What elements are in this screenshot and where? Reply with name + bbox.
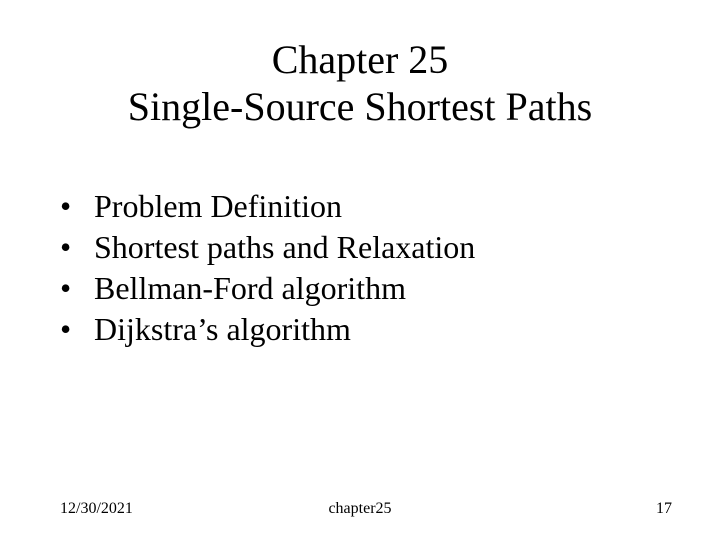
bullet-text: Dijkstra’s algorithm	[94, 309, 351, 350]
list-item: • Dijkstra’s algorithm	[60, 309, 475, 350]
bullet-text: Shortest paths and Relaxation	[94, 227, 475, 268]
title-line-2: Single-Source Shortest Paths	[0, 83, 720, 130]
bullet-icon: •	[60, 227, 94, 268]
list-item: • Problem Definition	[60, 186, 475, 227]
bullet-icon: •	[60, 186, 94, 227]
footer-chapter: chapter25	[0, 500, 720, 518]
bullet-text: Bellman-Ford algorithm	[94, 268, 406, 309]
footer-page-number: 17	[656, 500, 672, 518]
list-item: • Bellman-Ford algorithm	[60, 268, 475, 309]
slide-title: Chapter 25 Single-Source Shortest Paths	[0, 36, 720, 130]
title-line-1: Chapter 25	[0, 36, 720, 83]
bullet-icon: •	[60, 268, 94, 309]
bullet-text: Problem Definition	[94, 186, 342, 227]
bullet-icon: •	[60, 309, 94, 350]
bullet-list: • Problem Definition • Shortest paths an…	[60, 186, 475, 350]
slide: Chapter 25 Single-Source Shortest Paths …	[0, 0, 720, 540]
list-item: • Shortest paths and Relaxation	[60, 227, 475, 268]
